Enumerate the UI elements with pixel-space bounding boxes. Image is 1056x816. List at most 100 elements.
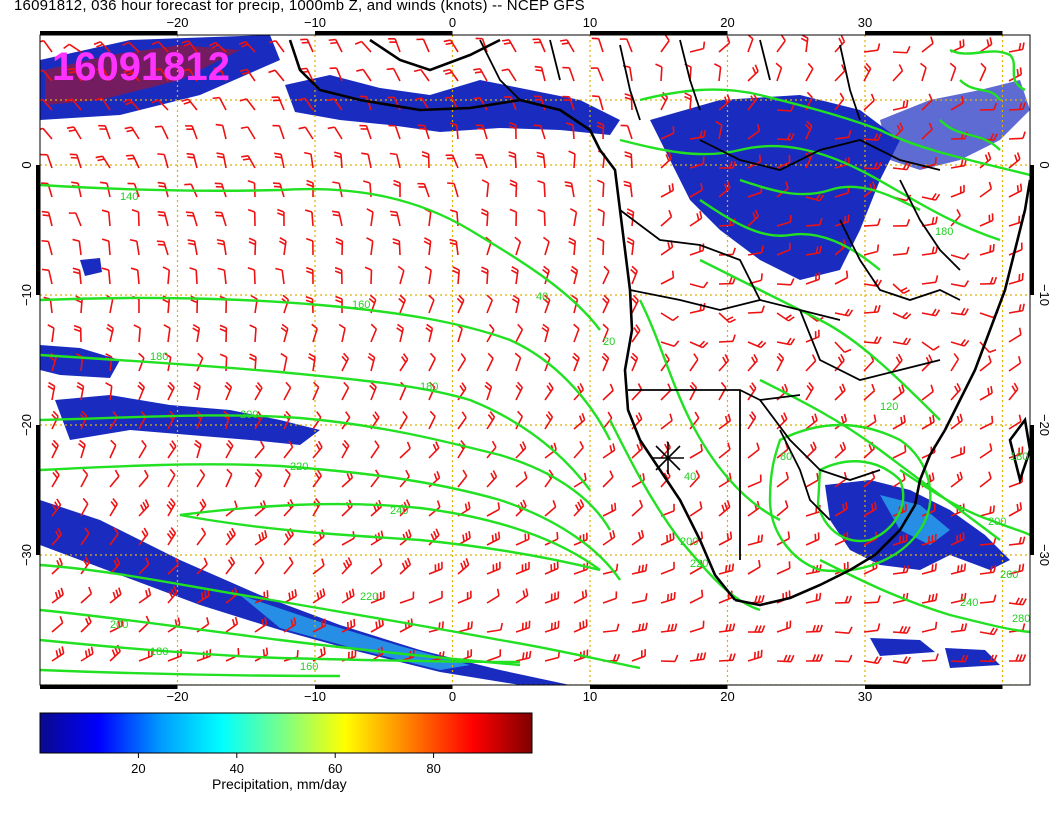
wind-barb	[892, 311, 912, 320]
wind-barb	[776, 132, 795, 141]
wind-barb	[278, 237, 287, 256]
border-8	[839, 219, 961, 301]
wind-barb	[660, 151, 673, 169]
wind-barb	[515, 323, 524, 343]
wind-barb	[776, 561, 791, 575]
wind-barb	[167, 557, 180, 575]
wind-barb	[78, 439, 86, 459]
wind-barb	[747, 625, 766, 633]
precip-south-east-corner	[870, 638, 935, 656]
wind-barb	[486, 502, 501, 517]
wind-barb	[163, 324, 171, 343]
wind-barb	[334, 266, 343, 285]
wind-barb	[157, 153, 169, 169]
wind-barb	[196, 498, 207, 517]
colorbar-tick-label: 80	[426, 761, 440, 776]
wind-barb	[805, 441, 817, 459]
contour-label: 40	[684, 471, 696, 483]
wind-barb	[393, 179, 401, 198]
wind-barb	[979, 505, 995, 517]
wind-barb	[718, 531, 733, 546]
wind-barb	[715, 120, 723, 140]
contour-label: 80	[780, 451, 792, 463]
wind-barb	[979, 654, 998, 663]
wind-barb	[473, 97, 488, 111]
wind-barb	[979, 594, 997, 604]
wind-barb	[514, 352, 522, 372]
wind-barb	[193, 381, 201, 401]
wind-barb	[718, 354, 730, 372]
wind-barb	[254, 556, 265, 575]
wind-barb	[602, 530, 616, 546]
wind-barb	[544, 561, 559, 575]
wind-barb	[834, 64, 846, 82]
wind-barb	[805, 193, 825, 202]
wind-barb	[41, 210, 53, 227]
wind-barb	[631, 529, 645, 546]
lat-tick-label: 0	[19, 161, 34, 168]
wind-barb	[863, 133, 882, 141]
contour-central-1	[699, 199, 881, 271]
wind-barb	[569, 207, 578, 227]
contour-label: 280	[1012, 613, 1030, 625]
lon-tick-label: −10	[304, 689, 326, 704]
wind-barb	[508, 151, 517, 169]
wind-barb	[590, 67, 604, 82]
wind-barb	[602, 502, 617, 517]
wind-barb	[515, 381, 524, 401]
wind-barb	[167, 468, 176, 488]
wind-barb	[457, 353, 467, 372]
wind-barb	[620, 124, 633, 140]
wind-barb	[480, 208, 489, 227]
wind-barb	[834, 92, 845, 111]
wind-barb	[805, 413, 818, 430]
wind-barb	[305, 237, 314, 256]
wind-barb	[630, 352, 639, 372]
wind-barb	[99, 181, 111, 198]
wind-barb	[533, 124, 546, 140]
border-7	[699, 139, 941, 171]
wind-barb	[863, 501, 877, 517]
contour-label: 220	[290, 461, 308, 473]
wind-barb	[486, 649, 502, 662]
wind-barb	[109, 439, 117, 459]
wind-barb	[80, 527, 90, 546]
wind-barb	[93, 40, 111, 53]
frame-bars	[36, 31, 1034, 689]
contour-label: 260	[1000, 569, 1018, 581]
wind-barb	[428, 294, 435, 314]
wind-barb	[892, 656, 912, 665]
wind-barb	[776, 654, 795, 663]
precip-central-africa	[650, 95, 900, 280]
wind-barb	[921, 157, 937, 169]
contour-label: 180	[1010, 451, 1028, 463]
wind-barb	[514, 236, 522, 256]
lon-tick-label: −20	[166, 689, 188, 704]
wind-barb	[428, 410, 436, 430]
wind-barb	[486, 622, 504, 633]
wind-barb	[1008, 597, 1027, 606]
wind-barb	[68, 212, 82, 227]
wind-barb	[568, 237, 577, 256]
wind-barb	[979, 37, 993, 53]
border-12	[679, 39, 861, 121]
wind-barb	[1008, 273, 1024, 285]
wind-barb	[249, 324, 257, 343]
wind-barb	[747, 442, 760, 459]
wind-barb	[225, 468, 233, 488]
wind-barb	[283, 527, 294, 546]
wind-barb	[892, 246, 910, 256]
contour-sa-inner	[816, 460, 905, 543]
wind-barb	[747, 353, 759, 372]
wind-barb	[481, 179, 490, 198]
wind-barb	[573, 589, 588, 604]
wind-barb	[47, 381, 56, 401]
wind-barb	[568, 150, 576, 169]
wind-barb	[544, 620, 560, 633]
wind-barb	[333, 151, 343, 169]
wind-barb	[619, 38, 633, 53]
wind-barb	[312, 469, 322, 488]
wind-barb	[542, 236, 550, 256]
wind-barb	[689, 620, 705, 633]
lon-tick-label: 30	[858, 689, 872, 704]
